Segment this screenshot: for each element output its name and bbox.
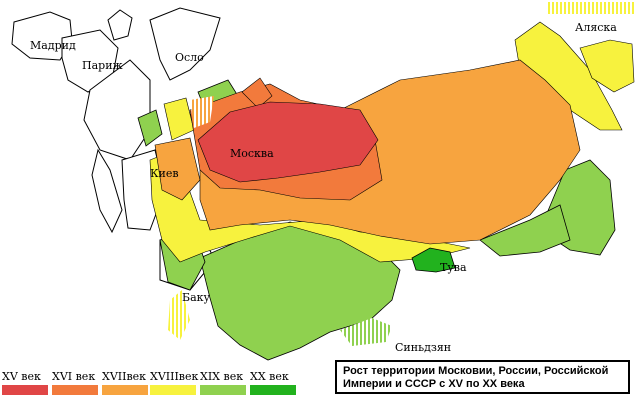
title-line-2: Империи и СССР с XV по XX века	[343, 378, 525, 390]
city-paris: Париж	[82, 59, 123, 72]
legend-swatch	[200, 385, 246, 395]
legend-item: XIX век	[200, 371, 246, 397]
uk-region	[107, 9, 133, 41]
title-line-1: Рост территории Московии, России, Россий…	[343, 365, 609, 377]
legend-swatch	[102, 385, 148, 395]
legend-item: XVI век	[52, 371, 98, 397]
region-xix-amur	[479, 204, 571, 257]
legend-item: XVIIвек	[102, 371, 148, 397]
city-tuva: Тува	[440, 261, 467, 274]
legend-label: XX век	[250, 370, 289, 383]
legend: XV век XVI век XVIIвек XVIIIвек XIX век XX ве…	[2, 371, 302, 397]
hatch-balkan-yellow	[168, 290, 190, 340]
expansion-layers	[137, 2, 636, 361]
city-xinjiang: Синьдзян	[395, 341, 452, 354]
city-kiev: Киев	[150, 167, 179, 180]
region-xviii-baltic	[163, 97, 195, 141]
italy-region	[91, 148, 123, 234]
central-europe-region	[83, 59, 151, 161]
legend-label: XIX век	[200, 370, 244, 383]
region-alaska	[579, 39, 635, 93]
hatch-baltic-orange	[190, 96, 214, 128]
city-oslo: Осло	[175, 51, 204, 64]
legend-label: XVIIвек	[102, 370, 147, 383]
region-xv-muscovy	[197, 101, 379, 183]
city-baku: Баку	[182, 291, 210, 304]
region-xvi-north	[241, 77, 273, 109]
hatch-xinjiang	[340, 318, 392, 346]
region-xix-finland	[137, 109, 163, 147]
scandinavia-region	[149, 7, 221, 81]
legend-label: XV век	[2, 370, 41, 383]
region-xvii-ukraine	[154, 137, 201, 201]
legend-item: XV век	[2, 371, 48, 397]
legend-label: XVIIIвек	[150, 370, 199, 383]
city-madrid: Мадрид	[30, 39, 76, 52]
legend-label: XVI век	[52, 370, 96, 383]
region-xvii-siberia	[199, 59, 581, 245]
legend-swatch	[150, 385, 196, 395]
legend-swatch	[2, 385, 48, 395]
legend-item: XVIIIвек	[150, 370, 199, 397]
title-box: Рост территории Московии, России, Россий…	[335, 360, 630, 394]
city-moscow: Москва	[230, 147, 274, 160]
region-xx-tuva	[411, 247, 456, 273]
legend-item: XX век	[250, 371, 296, 397]
city-alaska: Аляска	[575, 21, 617, 34]
legend-swatch	[250, 385, 296, 395]
legend-swatch	[52, 385, 98, 395]
hatch-alaska-strip	[546, 2, 636, 14]
